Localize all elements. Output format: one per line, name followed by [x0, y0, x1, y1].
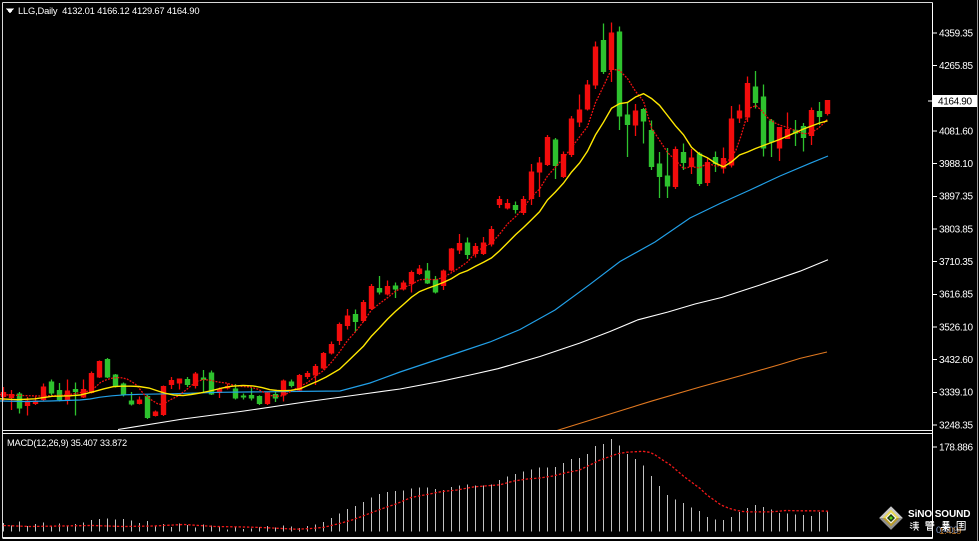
svg-text:LLG,Daily 4132.01 4166.12 412: LLG,Daily 4132.01 4166.12 4129.67 4164.9… — [18, 5, 199, 16]
svg-text:1.419: 1.419 — [939, 526, 961, 537]
svg-text:3432.60: 3432.60 — [939, 355, 973, 366]
svg-text:178.886: 178.886 — [939, 442, 973, 453]
svg-text:0.409: 0.409 — [936, 525, 958, 536]
svg-text:MACD(12,26,9) 35.407 33.872: MACD(12,26,9) 35.407 33.872 — [7, 438, 127, 448]
svg-text:SiNO SOUND: SiNO SOUND — [908, 509, 970, 520]
svg-text:4081.60: 4081.60 — [939, 126, 973, 137]
svg-text:4359.35: 4359.35 — [939, 28, 973, 39]
svg-text:4164.90: 4164.90 — [938, 97, 972, 108]
svg-text:3897.35: 3897.35 — [939, 192, 973, 203]
svg-text:3616.85: 3616.85 — [939, 290, 973, 301]
svg-text:3248.35: 3248.35 — [939, 420, 973, 431]
svg-text:3526.10: 3526.10 — [939, 322, 973, 333]
svg-text:3803.85: 3803.85 — [939, 224, 973, 235]
svg-text:4265.85: 4265.85 — [939, 61, 973, 72]
svg-text:3339.10: 3339.10 — [939, 388, 973, 399]
svg-text:3710.35: 3710.35 — [939, 257, 973, 268]
svg-text:3988.10: 3988.10 — [939, 159, 973, 170]
